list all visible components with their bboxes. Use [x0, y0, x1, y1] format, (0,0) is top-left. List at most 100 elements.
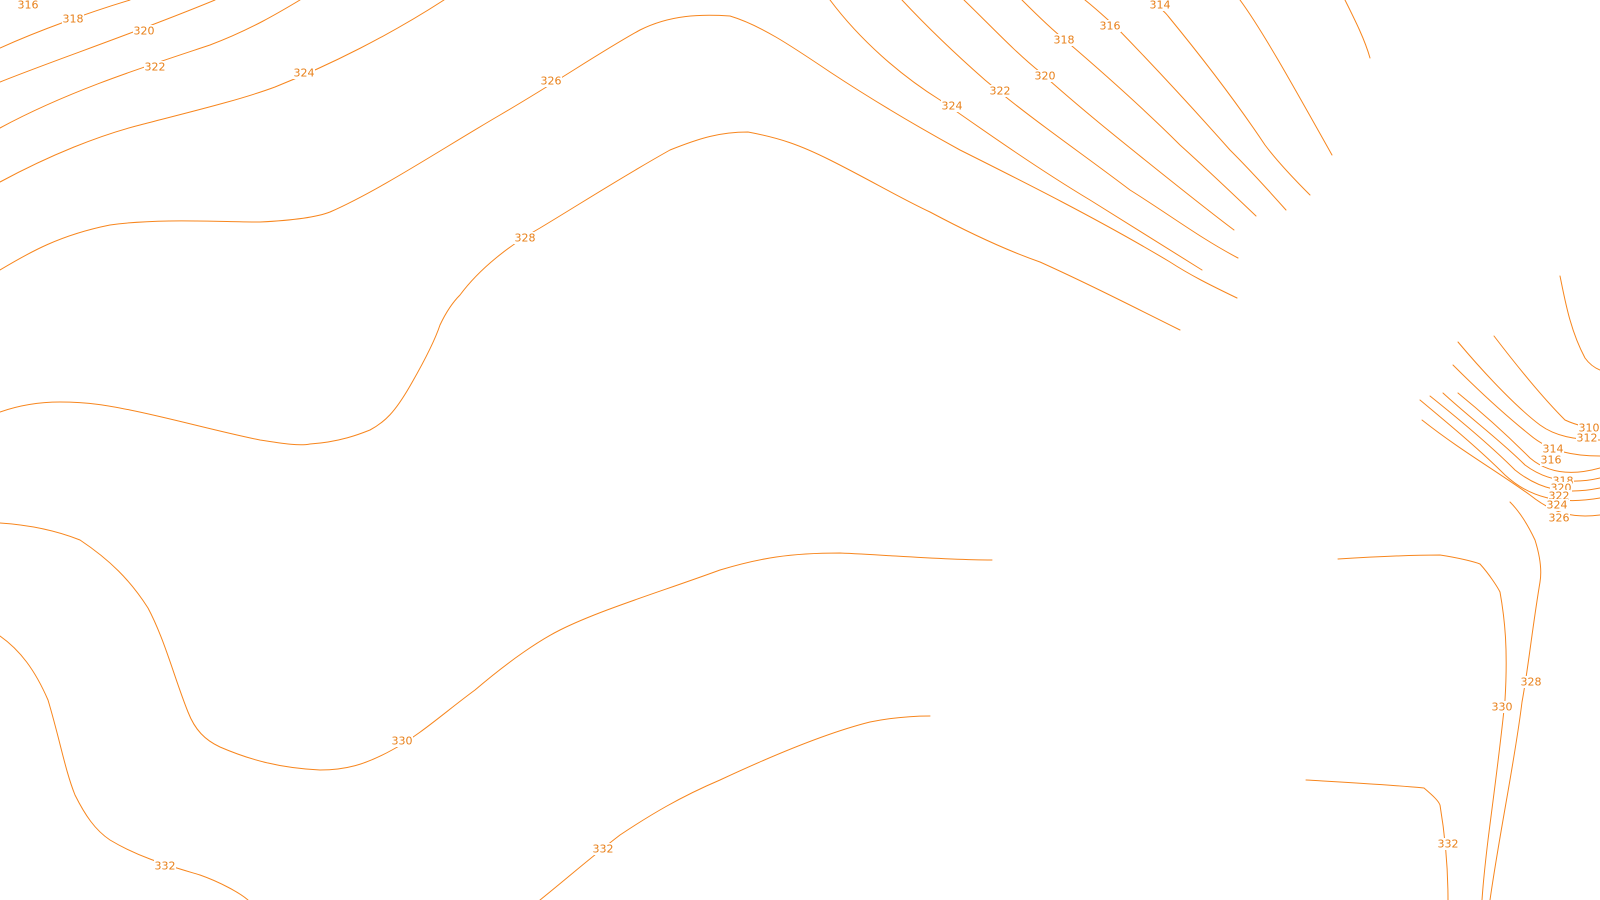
- contour-line-320-top-left: [0, 0, 301, 129]
- contour-line-322-top-right: [901, 0, 1239, 259]
- contour-label-halo: [1520, 676, 1542, 688]
- contour-line-318-top-left: [0, 0, 216, 83]
- label-326-top: 326: [541, 75, 562, 88]
- contour-label-halo: [293, 67, 315, 79]
- contour-line-332-center: [539, 715, 931, 900]
- label-332-bottom-left: 332: [155, 860, 176, 873]
- contour-label-halo: [1034, 70, 1056, 82]
- label-322-top-right: 322: [990, 85, 1011, 98]
- contour-line-312-top-right: [1239, 0, 1333, 156]
- contour-label-halo: [1578, 422, 1600, 434]
- label-332-bottom-center: 332: [593, 843, 614, 856]
- contour-label: 318: [1053, 34, 1075, 47]
- label-324-right: 324: [1547, 499, 1568, 512]
- contour-line-316-right: [1452, 364, 1600, 457]
- contour-label-halo: [941, 100, 963, 112]
- label-316-top-left: 316: [18, 0, 39, 12]
- contour-label: 324: [941, 100, 963, 113]
- contour-label: 326: [1548, 512, 1570, 525]
- contour-label-halo: [62, 13, 84, 25]
- contour-label-halo: [1053, 34, 1075, 46]
- contour-line-310-right: [1559, 275, 1600, 371]
- contour-label-halo: [540, 75, 562, 87]
- contour-line-318-right: [1457, 392, 1600, 473]
- contour-line-312-right: [1493, 335, 1600, 429]
- label-332-bottom-right: 332: [1438, 838, 1459, 851]
- contour-label: 320: [1034, 70, 1056, 83]
- contour-line-322-top-left: [0, 0, 445, 183]
- label-312-right: 312: [1577, 432, 1598, 445]
- contour-label-halo: [1491, 701, 1513, 713]
- label-318-top-left: 318: [63, 13, 84, 26]
- contour-label-halo: [1548, 512, 1570, 524]
- label-320-top-left: 320: [134, 25, 155, 38]
- contour-label: 320: [133, 25, 155, 38]
- label-320-top-right: 320: [1035, 70, 1056, 83]
- contour-line-332-left: [0, 635, 249, 900]
- contour-line-314-top-right: [1149, 0, 1311, 196]
- contour-label: 322: [144, 61, 166, 74]
- contour-label-halo: [17, 0, 39, 11]
- label-326-right: 326: [1549, 512, 1570, 525]
- contour-label-halo: [133, 25, 155, 37]
- contour-line-330-right: [1337, 554, 1507, 900]
- contour-label-halo: [592, 843, 614, 855]
- contour-line-330-left: [0, 522, 993, 771]
- contour-label: 326: [540, 75, 562, 88]
- contour-label: 328: [514, 232, 536, 245]
- contour-line-320-top-right: [963, 0, 1235, 231]
- contour-label-halo: [1576, 432, 1598, 444]
- contour-label: 324: [1546, 499, 1568, 512]
- contour-label-halo: [1437, 838, 1459, 850]
- label-324-top-right: 324: [942, 100, 963, 113]
- contour-label: 332: [154, 860, 176, 873]
- label-314-top-right: 314: [1150, 0, 1171, 12]
- contour-line-326-right: [1421, 419, 1600, 517]
- contour-label: 330: [391, 735, 413, 748]
- contour-line-332-right: [1305, 779, 1449, 900]
- contour-label: 310: [1578, 422, 1600, 435]
- contour-line-314-right: [1457, 341, 1600, 441]
- label-318-top-right: 318: [1054, 34, 1075, 47]
- label-310-right: 310: [1579, 422, 1600, 435]
- label-328-center: 328: [515, 232, 536, 245]
- label-322-top-left: 322: [145, 61, 166, 74]
- contour-label-halo: [1149, 0, 1171, 11]
- contour-label: 318: [62, 13, 84, 26]
- label-314-right: 314: [1543, 443, 1564, 456]
- contour-label: 316: [1099, 20, 1121, 33]
- label-330-right: 330: [1492, 701, 1513, 714]
- contour-label: 332: [592, 843, 614, 856]
- contour-label: 328: [1520, 676, 1542, 689]
- contour-label: 322: [989, 85, 1011, 98]
- contour-line-324-top-right: [829, 0, 1203, 271]
- contour-label-halo: [989, 85, 1011, 97]
- contour-label: 324: [293, 67, 315, 80]
- contour-label: 316: [17, 0, 39, 12]
- contour-line-318-top-right: [1021, 0, 1257, 217]
- contour-label: 314: [1542, 443, 1564, 456]
- label-330-center: 330: [392, 735, 413, 748]
- contour-label-halo: [1540, 454, 1562, 466]
- contour-label: 332: [1437, 838, 1459, 851]
- label-316-top-right: 316: [1100, 20, 1121, 33]
- contour-label: 316: [1540, 454, 1562, 467]
- contour-line-310-top-right: [1344, 0, 1371, 59]
- contour-label-halo: [144, 61, 166, 73]
- label-316-right: 316: [1541, 454, 1562, 467]
- contour-label-halo: [154, 860, 176, 872]
- contour-label: 312: [1576, 432, 1598, 445]
- contour-label-halo: [391, 735, 413, 747]
- contour-label-halo: [1546, 499, 1568, 511]
- contour-label-halo: [514, 232, 536, 244]
- contour-label: 330: [1491, 701, 1513, 714]
- label-324-top-left: 324: [294, 67, 315, 80]
- contour-label-halo: [1542, 443, 1564, 455]
- label-328-right: 328: [1521, 676, 1542, 689]
- contour-line-328-top: [0, 131, 1181, 446]
- contour-line-326-top: [0, 14, 1238, 299]
- contour-label-halo: [1099, 20, 1121, 32]
